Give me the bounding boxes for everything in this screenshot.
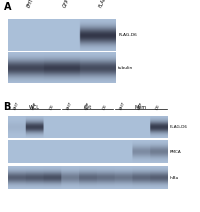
Text: GFP: GFP	[137, 101, 144, 110]
Text: PMCA: PMCA	[170, 150, 182, 154]
Text: Cyt: Cyt	[84, 105, 92, 110]
Text: BHT: BHT	[26, 0, 35, 8]
Text: tubulin: tubulin	[118, 66, 134, 70]
Text: D6: D6	[49, 103, 55, 110]
Text: B: B	[3, 102, 10, 112]
Text: Mem: Mem	[135, 105, 147, 110]
Text: D6: D6	[155, 103, 161, 110]
Text: GFP: GFP	[84, 101, 91, 110]
Text: BHT: BHT	[120, 101, 127, 110]
Text: GFP: GFP	[31, 101, 38, 110]
Text: GFP: GFP	[62, 0, 71, 8]
Text: D6: D6	[102, 103, 108, 110]
Text: FLAG-D6: FLAG-D6	[98, 0, 112, 8]
Text: FLAG-D6: FLAG-D6	[170, 125, 188, 129]
Text: WCL: WCL	[29, 105, 40, 110]
Text: lnBu: lnBu	[170, 176, 179, 180]
Text: BHT: BHT	[13, 101, 21, 110]
Text: A: A	[4, 2, 12, 12]
Text: BHT: BHT	[66, 101, 74, 110]
Text: FLAG-D6: FLAG-D6	[118, 33, 137, 37]
